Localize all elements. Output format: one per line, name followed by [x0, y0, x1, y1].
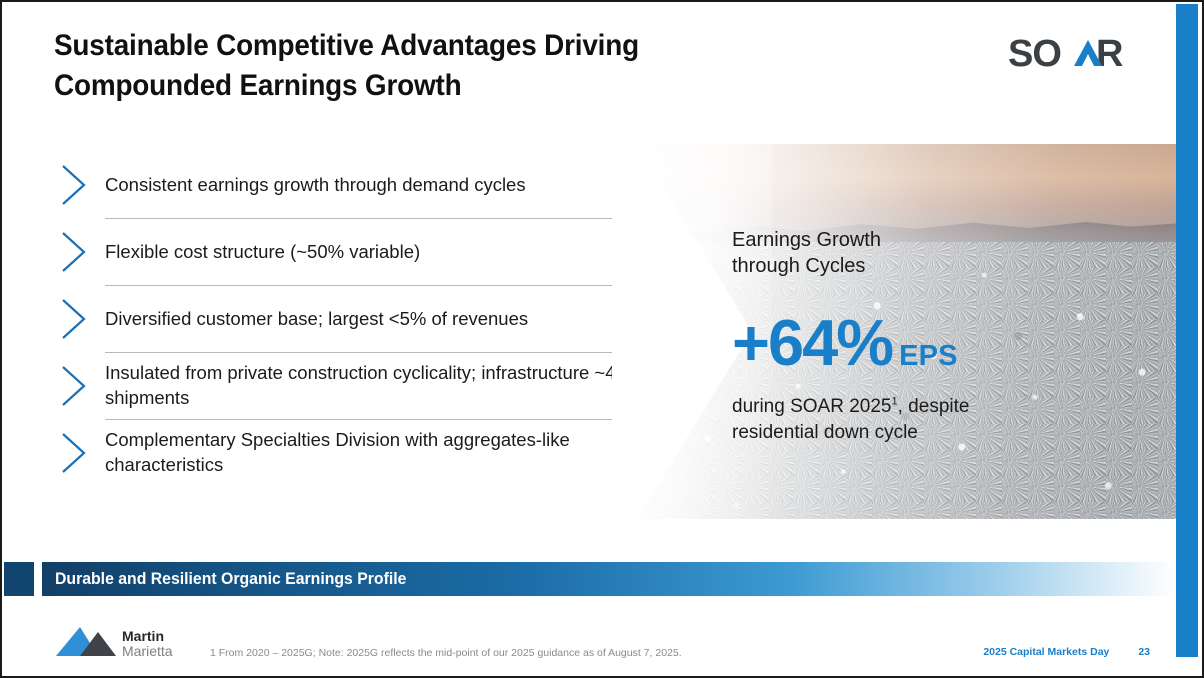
list-divider	[105, 419, 620, 420]
mm-logo-text-1: Martin	[122, 628, 164, 644]
page-title-line-2: Compounded Earnings Growth	[54, 68, 462, 102]
chevron-right-icon	[62, 299, 86, 339]
right-accent-bar	[1176, 4, 1198, 657]
stat-value: +64%	[732, 306, 894, 379]
stat-unit: EPS	[899, 340, 958, 372]
list-divider	[105, 285, 670, 286]
chevron-notch-shade	[612, 144, 772, 519]
list-item-label: Flexible cost structure (~50% variable)	[105, 240, 421, 262]
page-title: Sustainable Competitive Advantages Drivi…	[54, 26, 761, 105]
panel-caption-line-2: residential down cycle	[732, 422, 918, 444]
panel-text-block: Earnings Growth through Cycles +64% EPS …	[732, 144, 1162, 519]
list-item: Flexible cost structure (~50% variable)	[57, 219, 687, 285]
list-divider	[105, 218, 630, 219]
list-item-label: Insulated from private construction cycl…	[105, 362, 663, 408]
svg-text:SO: SO	[1008, 33, 1061, 75]
summary-banner: Durable and Resilient Organic Earnings P…	[42, 562, 1176, 596]
panel-heading: Earnings Growth through Cycles	[732, 227, 881, 280]
footnote-marker: 1	[891, 395, 898, 408]
martin-marietta-logo: Martin Marietta	[56, 627, 173, 659]
svg-text:R: R	[1096, 33, 1123, 75]
advantages-list: Consistent earnings growth through deman…	[57, 152, 687, 486]
page-title-line-1: Sustainable Competitive Advantages Drivi…	[54, 29, 639, 62]
panel-heading-line-2: through Cycles	[732, 255, 866, 278]
list-item-label: Diversified customer base; largest <5% o…	[105, 307, 529, 329]
chevron-right-icon	[62, 165, 86, 205]
earnings-highlight-panel: Earnings Growth through Cycles +64% EPS …	[612, 144, 1176, 519]
footnote: 1 From 2020 – 2025G; Note: 2025G reflect…	[210, 647, 682, 659]
banner-accent-block	[4, 562, 34, 596]
list-item: Insulated from private construction cycl…	[57, 353, 687, 419]
summary-banner-label: Durable and Resilient Organic Earnings P…	[55, 569, 407, 588]
caption-post: , despite	[897, 396, 970, 417]
list-divider	[105, 352, 665, 353]
caption-pre: during SOAR 2025	[732, 396, 892, 417]
chevron-right-icon	[62, 232, 86, 272]
list-item: Diversified customer base; largest <5% o…	[57, 286, 687, 352]
list-item: Consistent earnings growth through deman…	[57, 152, 687, 218]
chevron-right-icon	[62, 366, 86, 406]
stat-callout: +64% EPS	[732, 306, 958, 379]
chevron-right-icon	[62, 433, 86, 473]
list-item-label: Complementary Specialties Division with …	[105, 429, 570, 475]
soar-logo: SO R	[1008, 33, 1124, 75]
soar-mountain-icon	[1074, 40, 1102, 66]
panel-heading-line-1: Earnings Growth	[732, 229, 881, 251]
mm-peak-gray-icon	[80, 632, 116, 656]
footer-meta: 2025 Capital Markets Day 23	[983, 646, 1150, 658]
page-number: 23	[1138, 646, 1150, 658]
panel-caption-line-1: during SOAR 20251, despite	[732, 394, 969, 420]
event-name: 2025 Capital Markets Day	[983, 646, 1110, 658]
list-item: Complementary Specialties Division with …	[57, 420, 687, 486]
panel-caption: during SOAR 20251, despite residential d…	[732, 394, 969, 446]
mm-logo-text-2: Marietta	[122, 643, 173, 659]
list-item-label: Consistent earnings growth through deman…	[105, 173, 526, 195]
